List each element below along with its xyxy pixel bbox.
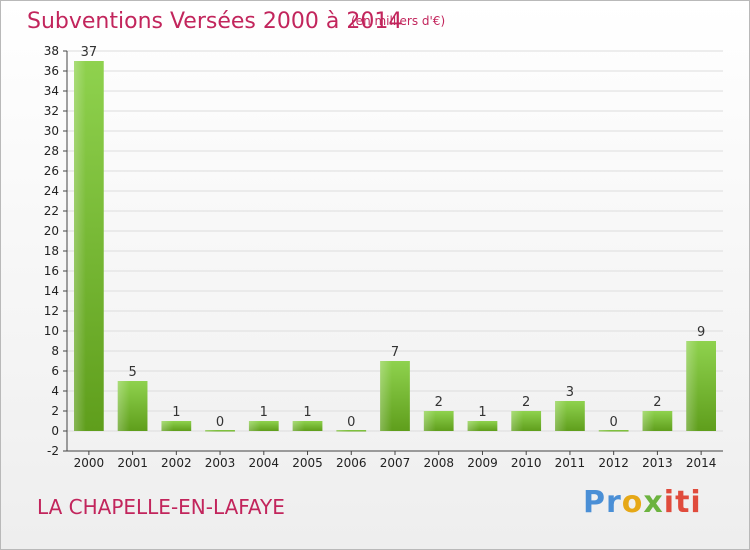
y-tick-label: 16 bbox=[44, 264, 59, 278]
bar-highlight-2013 bbox=[642, 411, 655, 431]
x-tick-label-2004: 2004 bbox=[249, 456, 280, 470]
chart-units: (en milliers d'€) bbox=[351, 14, 446, 28]
x-tick-label-2003: 2003 bbox=[205, 456, 236, 470]
data-label-2009: 1 bbox=[478, 405, 486, 420]
x-tick-label-2013: 2013 bbox=[642, 456, 673, 470]
y-tick-label: 34 bbox=[44, 84, 59, 98]
y-tick-label: -2 bbox=[47, 444, 59, 458]
bar-highlight-2012 bbox=[598, 430, 611, 432]
y-tick-label: 6 bbox=[51, 364, 59, 378]
x-tick-label-2008: 2008 bbox=[423, 456, 454, 470]
data-label-2005: 1 bbox=[303, 405, 311, 420]
y-tick-label: 32 bbox=[44, 104, 59, 118]
y-tick-label: 0 bbox=[51, 424, 59, 438]
bar-2004 bbox=[248, 421, 279, 431]
bar-2005 bbox=[292, 421, 323, 431]
x-tick-label-2000: 2000 bbox=[74, 456, 105, 470]
bar-2002 bbox=[161, 421, 192, 431]
y-tick-label: 10 bbox=[44, 324, 59, 338]
bar-highlight-2007 bbox=[380, 361, 393, 431]
data-label-2000: 37 bbox=[81, 45, 98, 60]
bar-highlight-2004 bbox=[248, 421, 261, 431]
x-tick-label-2010: 2010 bbox=[511, 456, 542, 470]
y-tick-label: 22 bbox=[44, 204, 59, 218]
y-tick-label: 18 bbox=[44, 244, 59, 258]
bar-highlight-2001 bbox=[117, 381, 130, 431]
data-label-2008: 2 bbox=[435, 395, 443, 410]
bar-highlight-2014 bbox=[686, 341, 699, 431]
y-tick-label: 20 bbox=[44, 224, 59, 238]
y-tick-label: 12 bbox=[44, 304, 59, 318]
bar-highlight-2000 bbox=[73, 61, 86, 431]
x-tick-label-2012: 2012 bbox=[598, 456, 629, 470]
y-tick-label: 2 bbox=[51, 404, 59, 418]
y-tick-label: 8 bbox=[51, 344, 59, 358]
y-tick-label: 30 bbox=[44, 124, 59, 138]
y-tick-label: 36 bbox=[44, 64, 59, 78]
data-label-2001: 5 bbox=[128, 365, 136, 380]
proxiti-logo: Proxiti bbox=[583, 485, 702, 520]
place-name: LA CHAPELLE-EN-LAFAYE bbox=[37, 495, 285, 519]
x-tick-label-2007: 2007 bbox=[380, 456, 411, 470]
bar-2003 bbox=[205, 430, 235, 432]
data-label-2010: 2 bbox=[522, 395, 530, 410]
bar-highlight-2011 bbox=[555, 401, 567, 431]
data-label-2014: 9 bbox=[697, 325, 705, 340]
y-tick-label: 24 bbox=[44, 184, 59, 198]
data-label-2007: 7 bbox=[391, 345, 399, 360]
x-tick-label-2006: 2006 bbox=[336, 456, 367, 470]
bar-highlight-2006 bbox=[336, 430, 349, 432]
bar-highlight-2010 bbox=[511, 411, 524, 431]
x-tick-label-2001: 2001 bbox=[117, 456, 148, 470]
bar-2009 bbox=[467, 421, 498, 431]
data-label-2006: 0 bbox=[347, 415, 355, 430]
x-tick-label-2002: 2002 bbox=[161, 456, 192, 470]
bar-highlight-2003 bbox=[205, 430, 218, 432]
y-tick-label: 38 bbox=[44, 44, 59, 58]
data-label-2011: 3 bbox=[566, 385, 574, 400]
bar-highlight-2005 bbox=[292, 421, 305, 431]
data-label-2012: 0 bbox=[610, 415, 618, 430]
data-label-2002: 1 bbox=[172, 405, 180, 420]
y-tick-label: 4 bbox=[51, 384, 59, 398]
x-tick-label-2011: 2011 bbox=[555, 456, 586, 470]
data-label-2003: 0 bbox=[216, 415, 224, 430]
y-tick-label: 28 bbox=[44, 144, 59, 158]
x-tick-label-2005: 2005 bbox=[292, 456, 323, 470]
y-tick-label: 14 bbox=[44, 284, 59, 298]
x-tick-label-2014: 2014 bbox=[686, 456, 717, 470]
bar-highlight-2008 bbox=[423, 411, 436, 431]
bar-highlight-2002 bbox=[161, 421, 174, 431]
bar-2006 bbox=[336, 430, 367, 432]
x-tick-label-2009: 2009 bbox=[467, 456, 498, 470]
data-label-2004: 1 bbox=[260, 405, 268, 420]
chart-title: Subventions Versées 2000 à 2014 bbox=[27, 9, 403, 34]
bar-highlight-2009 bbox=[467, 421, 480, 431]
y-tick-label: 26 bbox=[44, 164, 59, 178]
data-label-2013: 2 bbox=[653, 395, 661, 410]
bar-2012 bbox=[598, 430, 629, 432]
